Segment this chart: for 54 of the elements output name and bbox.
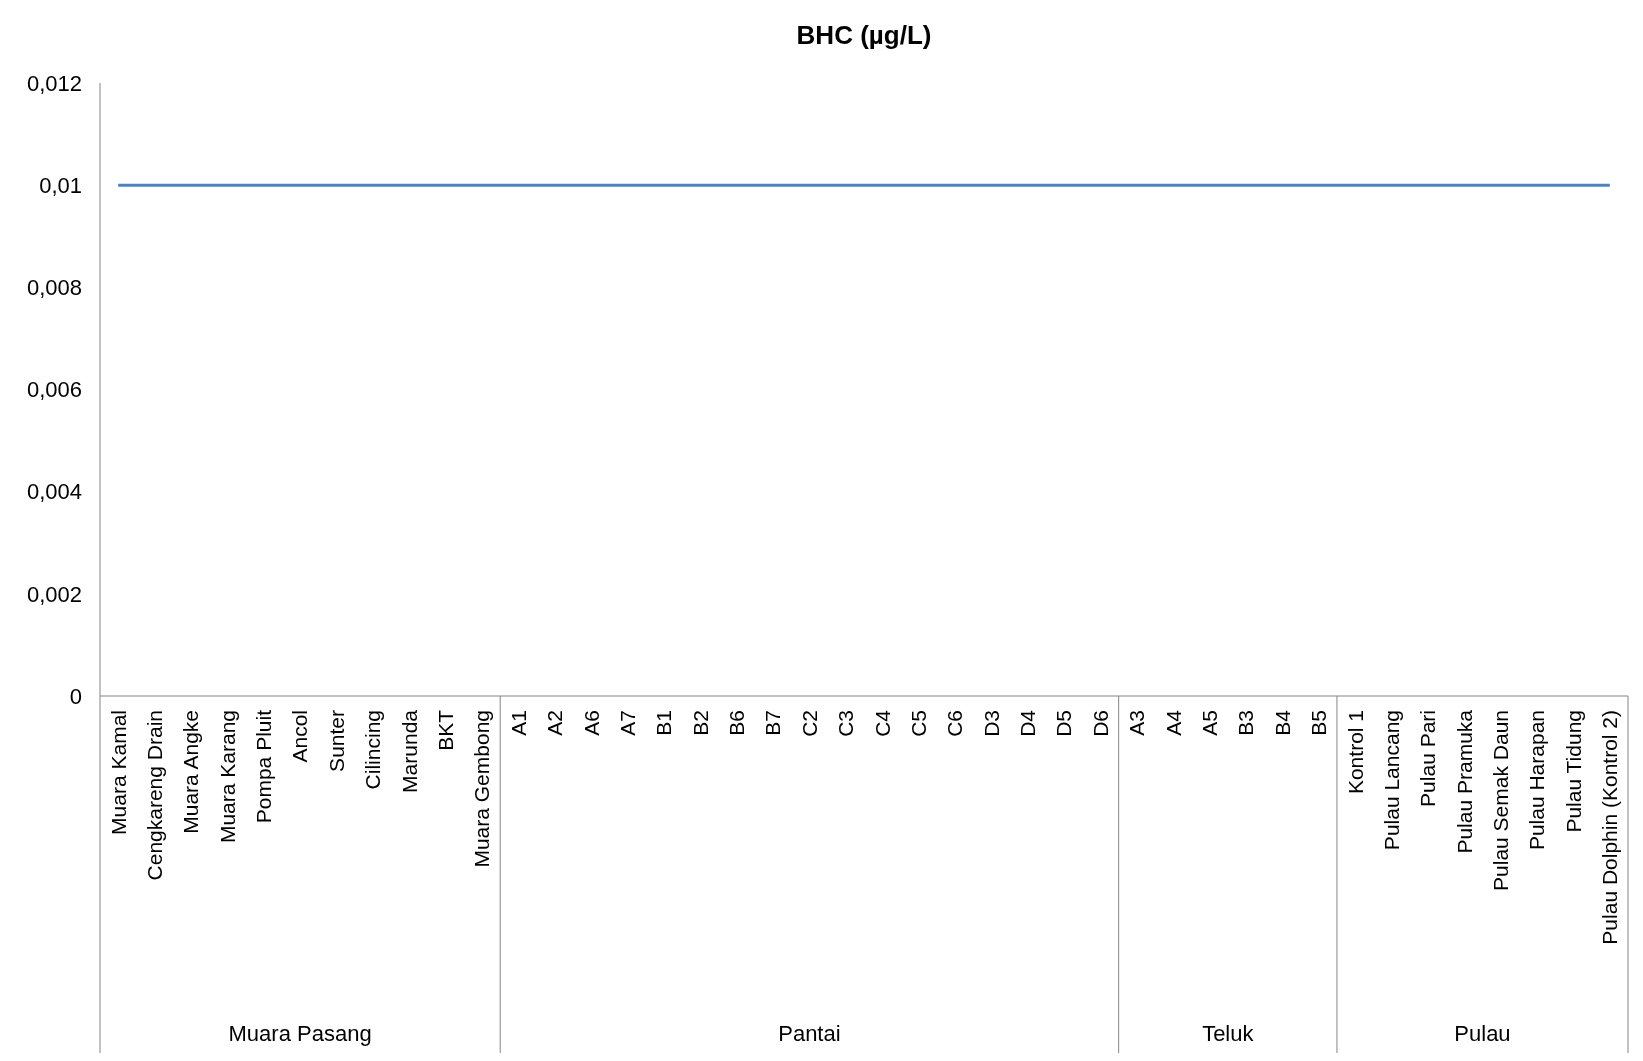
x-tick-label: D6	[1088, 710, 1112, 737]
x-tick-label: Muara Karang	[215, 710, 239, 844]
x-tick-label: A5	[1197, 710, 1221, 736]
x-tick-label: Cengkareng Drain	[142, 710, 166, 881]
text: Teluk	[1202, 1021, 1255, 1046]
x-tick-label: C2	[797, 710, 821, 737]
x-tick-label: Pulau Pramuka	[1452, 709, 1476, 854]
x-tick-label: Muara Kamal	[106, 710, 130, 835]
x-tick-label: Pulau Tidung	[1561, 710, 1585, 833]
x-tick-label: Ancol	[288, 710, 312, 763]
x-tick-label: A3	[1125, 710, 1149, 736]
x-tick-label: D3	[979, 710, 1003, 737]
x-tick-label: Cilincing	[361, 710, 385, 790]
y-tick-label: 0,002	[26, 581, 82, 607]
x-tick-label: C3	[834, 710, 858, 737]
y-tick-label: 0,008	[26, 275, 82, 301]
x-tick-label: Muara Angke	[179, 710, 203, 834]
y-tick-label: 0,006	[26, 377, 82, 403]
text: Muara Pasang	[228, 1021, 372, 1046]
x-tick-label: A7	[615, 710, 639, 736]
x-tick-label: Sunter	[324, 710, 348, 772]
x-tick-label: B7	[761, 710, 785, 736]
x-tick-label: B4	[1270, 709, 1294, 736]
y-tick-label: 0,01	[39, 172, 82, 198]
x-tick-label: Pompa Pluit	[252, 709, 276, 824]
x-tick-label: D5	[1052, 710, 1076, 737]
x-tick-label: Pulau Dolphin (Kontrol 2)	[1598, 710, 1622, 945]
x-tick-label: Marunda	[397, 709, 421, 793]
x-tick-label: B6	[725, 710, 749, 736]
x-tick-label: C5	[906, 710, 930, 737]
text: Pulau	[1454, 1021, 1511, 1046]
chart-title: BHC (µg/L)	[796, 20, 932, 50]
x-tick-label: A6	[579, 710, 603, 736]
x-tick-label: Pulau Semak Daun	[1489, 710, 1513, 891]
x-tick-label: C4	[870, 709, 894, 737]
x-tick-label: B1	[652, 710, 676, 736]
x-tick-label: A2	[543, 710, 567, 736]
x-tick-label: A4	[1161, 709, 1185, 736]
y-tick-label: 0	[69, 683, 82, 709]
x-tick-label: Pulau Harapan	[1525, 710, 1549, 851]
x-tick-label: C6	[943, 710, 967, 737]
text: Pantai	[778, 1021, 841, 1046]
y-tick-label: 0,012	[26, 70, 82, 96]
x-tick-label: Pulau Pari	[1416, 710, 1440, 807]
x-tick-label: A1	[506, 710, 530, 736]
y-tick-label: 0,004	[26, 479, 82, 505]
x-tick-label: B5	[1307, 710, 1331, 736]
x-tick-label: BKT	[433, 709, 457, 751]
x-tick-label: Pulau Lancang	[1379, 710, 1403, 851]
x-tick-label: B3	[1234, 710, 1258, 736]
x-tick-label: Muara Gembong	[470, 710, 494, 868]
x-tick-label: B2	[688, 710, 712, 736]
x-tick-label: D4	[1016, 709, 1040, 737]
x-tick-label: Kontrol 1	[1343, 710, 1367, 795]
